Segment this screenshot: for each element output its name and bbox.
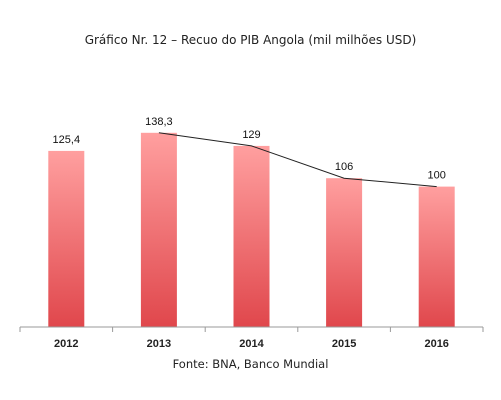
value-label-2016: 100	[428, 170, 446, 182]
x-tick-label-2015: 2015	[332, 338, 356, 350]
value-label-2015: 106	[335, 161, 353, 173]
bar-2014	[233, 145, 270, 327]
value-label-2013: 138,3	[145, 116, 173, 128]
value-label-2014: 129	[242, 129, 260, 141]
bar-2015	[326, 178, 363, 327]
trend-line	[158, 132, 437, 188]
chart-source-note: Fonte: BNA, Banco Mundial	[172, 357, 329, 371]
chart-title: Gráfico Nr. 12 – Recuo do PIB Angola (mi…	[84, 33, 417, 47]
bar-2012	[48, 150, 85, 327]
value-label-2012: 125,4	[53, 134, 81, 146]
bar-2013	[140, 132, 177, 327]
bar-2016	[418, 186, 455, 327]
x-tick-label-2012: 2012	[54, 338, 78, 350]
x-tick-label-2016: 2016	[424, 338, 448, 350]
x-tick-label-2014: 2014	[239, 338, 264, 350]
x-tick-label-2013: 2013	[147, 338, 171, 350]
